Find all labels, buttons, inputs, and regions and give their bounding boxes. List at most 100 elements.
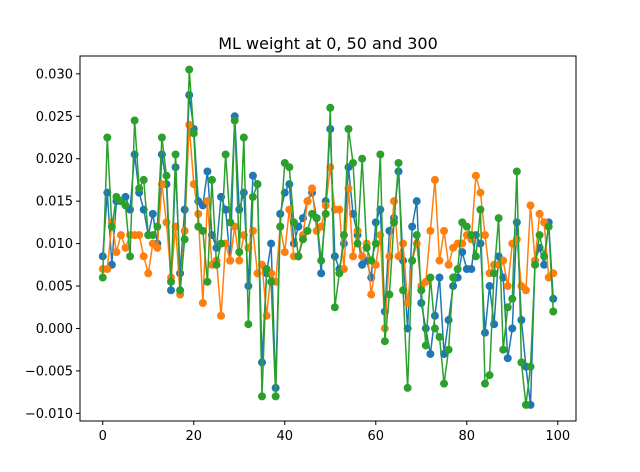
series-3-point: [130, 116, 139, 125]
series-3-point: [521, 400, 530, 409]
series-2-point: [394, 252, 403, 261]
series-3-point: [171, 150, 180, 159]
series-3-point: [462, 222, 471, 231]
series-2-point: [376, 231, 385, 240]
series-3-point: [271, 392, 280, 401]
series-2-point: [103, 265, 112, 274]
series-3-point: [180, 235, 189, 244]
series-2-point: [440, 226, 449, 235]
series-2-point: [153, 243, 162, 252]
series-2-point: [280, 248, 289, 257]
series-3-point: [417, 286, 426, 295]
series-3-point: [549, 307, 558, 316]
y-tick-label: 0.025: [36, 110, 73, 125]
series-3-point: [221, 150, 230, 159]
series-3-point: [449, 273, 458, 282]
series-2-point: [317, 222, 326, 231]
series-3-point: [107, 222, 116, 231]
series-3-point: [230, 116, 239, 125]
series-2-point: [335, 205, 344, 214]
series-3-point: [476, 205, 485, 214]
series-3-point: [544, 222, 553, 231]
series-3-point: [540, 252, 549, 261]
series-2-point: [367, 290, 376, 299]
series-3-point: [444, 345, 453, 354]
series-2-point: [535, 209, 544, 218]
series-3-point: [471, 252, 480, 261]
series-2-point: [217, 311, 226, 320]
series-3-point: [503, 303, 512, 312]
series-3-point: [303, 226, 312, 235]
series-3-point: [276, 222, 285, 231]
series-3-point: [494, 214, 503, 223]
series-3-point: [153, 222, 162, 231]
series-2-point: [503, 282, 512, 291]
x-axis-ticks: 0 20 40 60 80 100: [99, 421, 570, 444]
series-2-point: [426, 226, 435, 235]
x-tick-label: 40: [276, 429, 293, 444]
series-3-point: [453, 265, 462, 274]
series-3-point: [321, 209, 330, 218]
series-2-point: [358, 252, 367, 261]
series-1-point: [512, 218, 521, 227]
series-3-point: [207, 175, 216, 184]
series-1-point: [148, 209, 157, 218]
y-tick-label: 0.030: [36, 67, 73, 82]
series-2-point: [116, 231, 125, 240]
plot-area: [98, 65, 558, 409]
series-2-point: [253, 269, 262, 278]
series-1-point: [285, 180, 294, 189]
series-1-point: [371, 218, 380, 227]
series-3-point: [253, 180, 262, 189]
series-3-point: [490, 269, 499, 278]
series-3-point: [157, 133, 166, 142]
series-3-point: [103, 133, 112, 142]
series-3-point: [349, 158, 358, 167]
series-3-point: [430, 324, 439, 333]
series-1-point: [317, 269, 326, 278]
series-2-point: [308, 184, 317, 193]
series-3-point: [467, 231, 476, 240]
series-3-point: [380, 337, 389, 346]
series-3-point: [535, 231, 544, 240]
series-3-point: [421, 341, 430, 350]
series-3-point: [512, 167, 521, 176]
series-2-point: [248, 226, 257, 235]
series-3-point: [440, 379, 449, 388]
series-3-point: [362, 243, 371, 252]
series-3-point: [285, 163, 294, 172]
series-1-point: [485, 282, 494, 291]
y-tick-label: −0.005: [25, 364, 73, 379]
series-2-point: [403, 299, 412, 308]
series-3-point: [353, 239, 362, 248]
x-tick-label: 60: [368, 429, 385, 444]
series-3-point: [135, 184, 144, 193]
series-1-point: [235, 205, 244, 214]
series-3-point: [148, 231, 157, 240]
series-2-point: [526, 201, 535, 210]
series-3-point: [344, 125, 353, 133]
series-1-point: [503, 354, 512, 363]
series-2-point: [144, 269, 153, 278]
series-1-point: [412, 197, 421, 206]
series-3-point: [298, 235, 307, 244]
series-3-point: [262, 265, 271, 274]
series-2-point: [112, 248, 121, 257]
series-1-point: [480, 328, 489, 337]
series-3-point: [198, 226, 207, 235]
series-1-point: [421, 324, 430, 333]
series-3-point: [312, 214, 321, 223]
series-3-point: [389, 218, 398, 227]
series-3-point: [499, 345, 508, 354]
series-3-point: [326, 103, 335, 112]
series-2-point: [262, 311, 271, 320]
series-2-point: [135, 231, 144, 240]
series-3-point: [531, 260, 540, 269]
series-3-point: [339, 231, 348, 240]
series-2-point: [476, 188, 485, 197]
series-3-point: [189, 129, 198, 138]
series-1-point: [248, 171, 257, 180]
series-1-point: [180, 205, 189, 214]
series-3-point: [212, 260, 221, 269]
chart-title: ML weight at 0, 50 and 300: [218, 34, 438, 53]
